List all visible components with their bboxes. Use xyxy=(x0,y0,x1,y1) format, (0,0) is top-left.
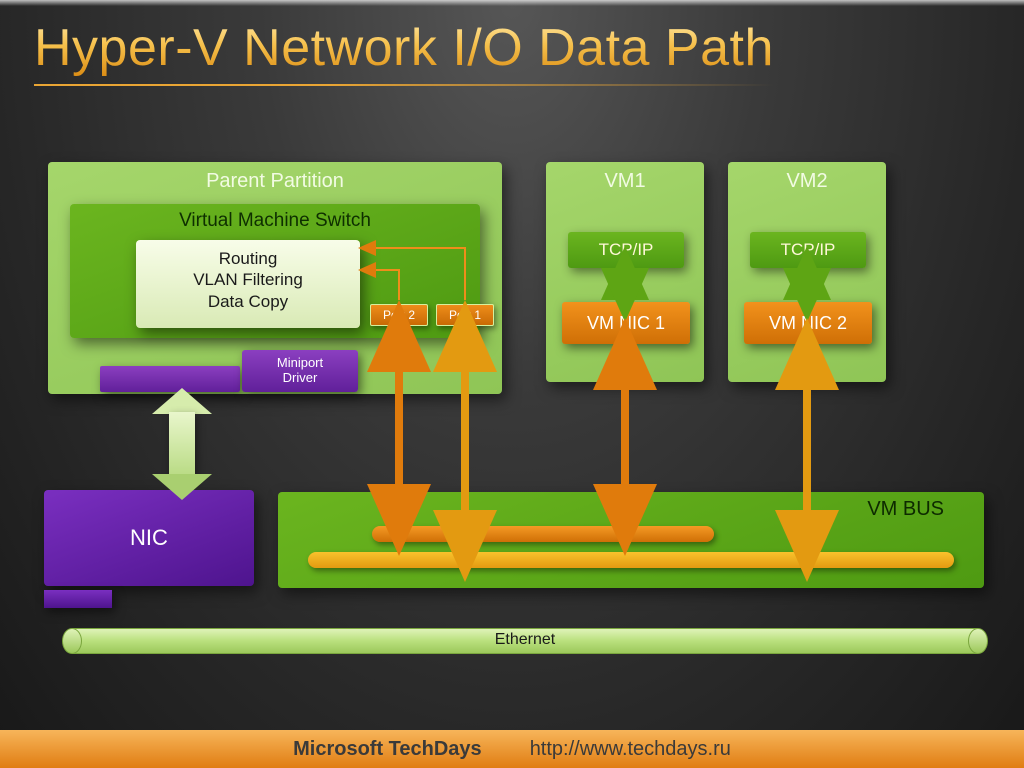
footer-brand: Microsoft TechDays xyxy=(293,738,482,761)
diagram-stage: Hyper-V Network I/O Data Path Parent Par… xyxy=(0,0,1024,768)
connector-layer xyxy=(0,0,1024,768)
footer-bar: Microsoft TechDays http://www.techdays.r… xyxy=(0,730,1024,768)
footer-url: http://www.techdays.ru xyxy=(530,738,731,761)
